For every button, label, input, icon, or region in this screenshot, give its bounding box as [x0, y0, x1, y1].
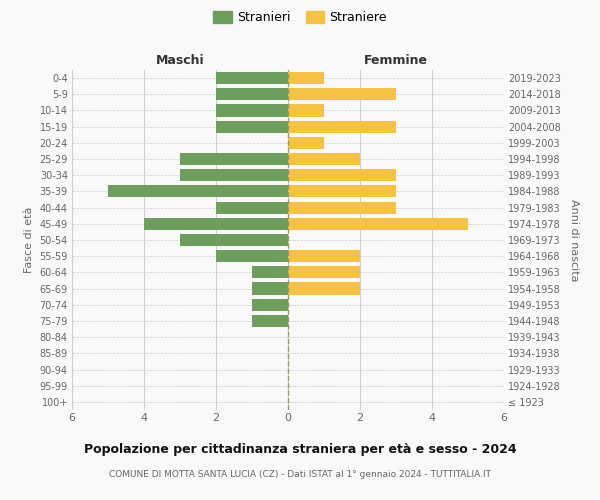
Bar	[288, 202, 396, 213]
Bar	[288, 104, 324, 117]
Bar	[288, 88, 396, 101]
Bar	[252, 298, 288, 311]
Bar	[216, 250, 288, 262]
Y-axis label: Anni di nascita: Anni di nascita	[569, 198, 580, 281]
Bar	[252, 315, 288, 327]
Bar	[252, 266, 288, 278]
Bar	[288, 186, 396, 198]
Text: Popolazione per cittadinanza straniera per età e sesso - 2024: Popolazione per cittadinanza straniera p…	[83, 442, 517, 456]
Bar	[288, 120, 396, 132]
Legend: Stranieri, Straniere: Stranieri, Straniere	[208, 6, 392, 29]
Bar	[216, 104, 288, 117]
Text: Femmine: Femmine	[364, 54, 428, 68]
Bar	[288, 169, 396, 181]
Text: Maschi: Maschi	[155, 54, 205, 68]
Bar	[216, 120, 288, 132]
Text: COMUNE DI MOTTA SANTA LUCIA (CZ) - Dati ISTAT al 1° gennaio 2024 - TUTTITALIA.IT: COMUNE DI MOTTA SANTA LUCIA (CZ) - Dati …	[109, 470, 491, 479]
Bar	[216, 88, 288, 101]
Bar	[288, 137, 324, 149]
Y-axis label: Fasce di età: Fasce di età	[24, 207, 34, 273]
Bar	[288, 72, 324, 84]
Bar	[216, 202, 288, 213]
Bar	[180, 153, 288, 165]
Bar	[288, 282, 360, 294]
Bar	[216, 72, 288, 84]
Bar	[108, 186, 288, 198]
Bar	[288, 218, 468, 230]
Bar	[180, 169, 288, 181]
Bar	[288, 266, 360, 278]
Bar	[144, 218, 288, 230]
Bar	[180, 234, 288, 246]
Bar	[288, 250, 360, 262]
Bar	[288, 153, 360, 165]
Bar	[252, 282, 288, 294]
